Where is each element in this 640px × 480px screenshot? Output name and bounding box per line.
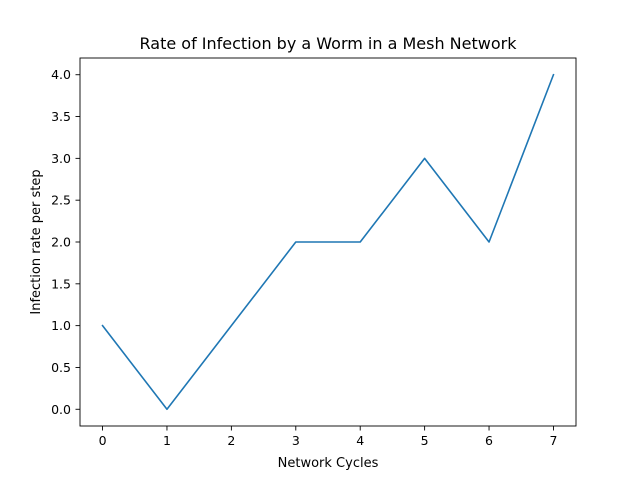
x-tick-label: 2 (227, 433, 235, 448)
y-tick-label: 2.5 (51, 193, 71, 208)
y-tick-label: 2.0 (51, 235, 71, 250)
y-tick-label: 4.0 (51, 67, 71, 82)
x-tick-label: 0 (99, 433, 107, 448)
y-tick-label: 3.5 (51, 109, 71, 124)
y-tick-label: 1.5 (51, 276, 71, 291)
x-tick-label: 4 (356, 433, 364, 448)
chart-title: Rate of Infection by a Worm in a Mesh Ne… (140, 34, 518, 53)
x-tick-label: 7 (549, 433, 557, 448)
x-axis-label: Network Cycles (278, 456, 379, 471)
x-tick-label: 3 (292, 433, 300, 448)
y-tick-label: 1.0 (51, 318, 71, 333)
y-tick-label: 0.5 (51, 360, 71, 375)
x-tick-label: 6 (485, 433, 493, 448)
x-tick-label: 5 (421, 433, 429, 448)
plot-area: 0 1 2 3 4 5 6 7 0.0 0.5 1.0 1.5 2.0 2.5 3.0 3.5 4.0 (51, 57, 577, 448)
series-line-0 (101, 73, 555, 411)
y-tick-label: 3.0 (51, 151, 71, 166)
y-axis-label: Infection rate per step (29, 169, 44, 314)
x-tick-label: 1 (163, 433, 171, 448)
y-tick-label: 0.0 (51, 402, 71, 417)
